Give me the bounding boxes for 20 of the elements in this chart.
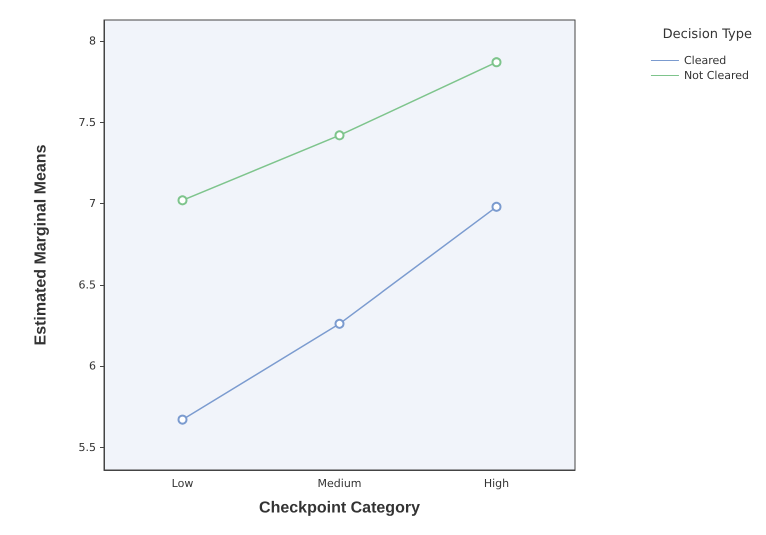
y-tick-label: 8 (89, 34, 96, 48)
point (492, 202, 502, 212)
x-tick-label: Medium (318, 477, 362, 490)
y-tick-label: 6 (89, 360, 96, 373)
legend-label: Not Cleared (684, 69, 750, 82)
legend-title: Decision Type (662, 27, 752, 42)
y-tick-label: 5.5 (78, 440, 96, 454)
x-tick-label: High (484, 477, 510, 490)
y-tick-label: 6.5 (78, 278, 96, 292)
x-axis-title: Checkpoint Category (259, 500, 420, 516)
x-tick-label: Low (172, 477, 194, 490)
point (178, 195, 188, 206)
point (334, 130, 344, 140)
y-tick-label: 7 (89, 197, 96, 210)
point (178, 414, 188, 425)
y-tick-label: 7.5 (78, 116, 96, 129)
legend-label: Cleared (684, 54, 726, 67)
point (492, 57, 502, 68)
point (334, 318, 344, 329)
y-axis-title: Estimated Marginal Means (32, 144, 50, 346)
